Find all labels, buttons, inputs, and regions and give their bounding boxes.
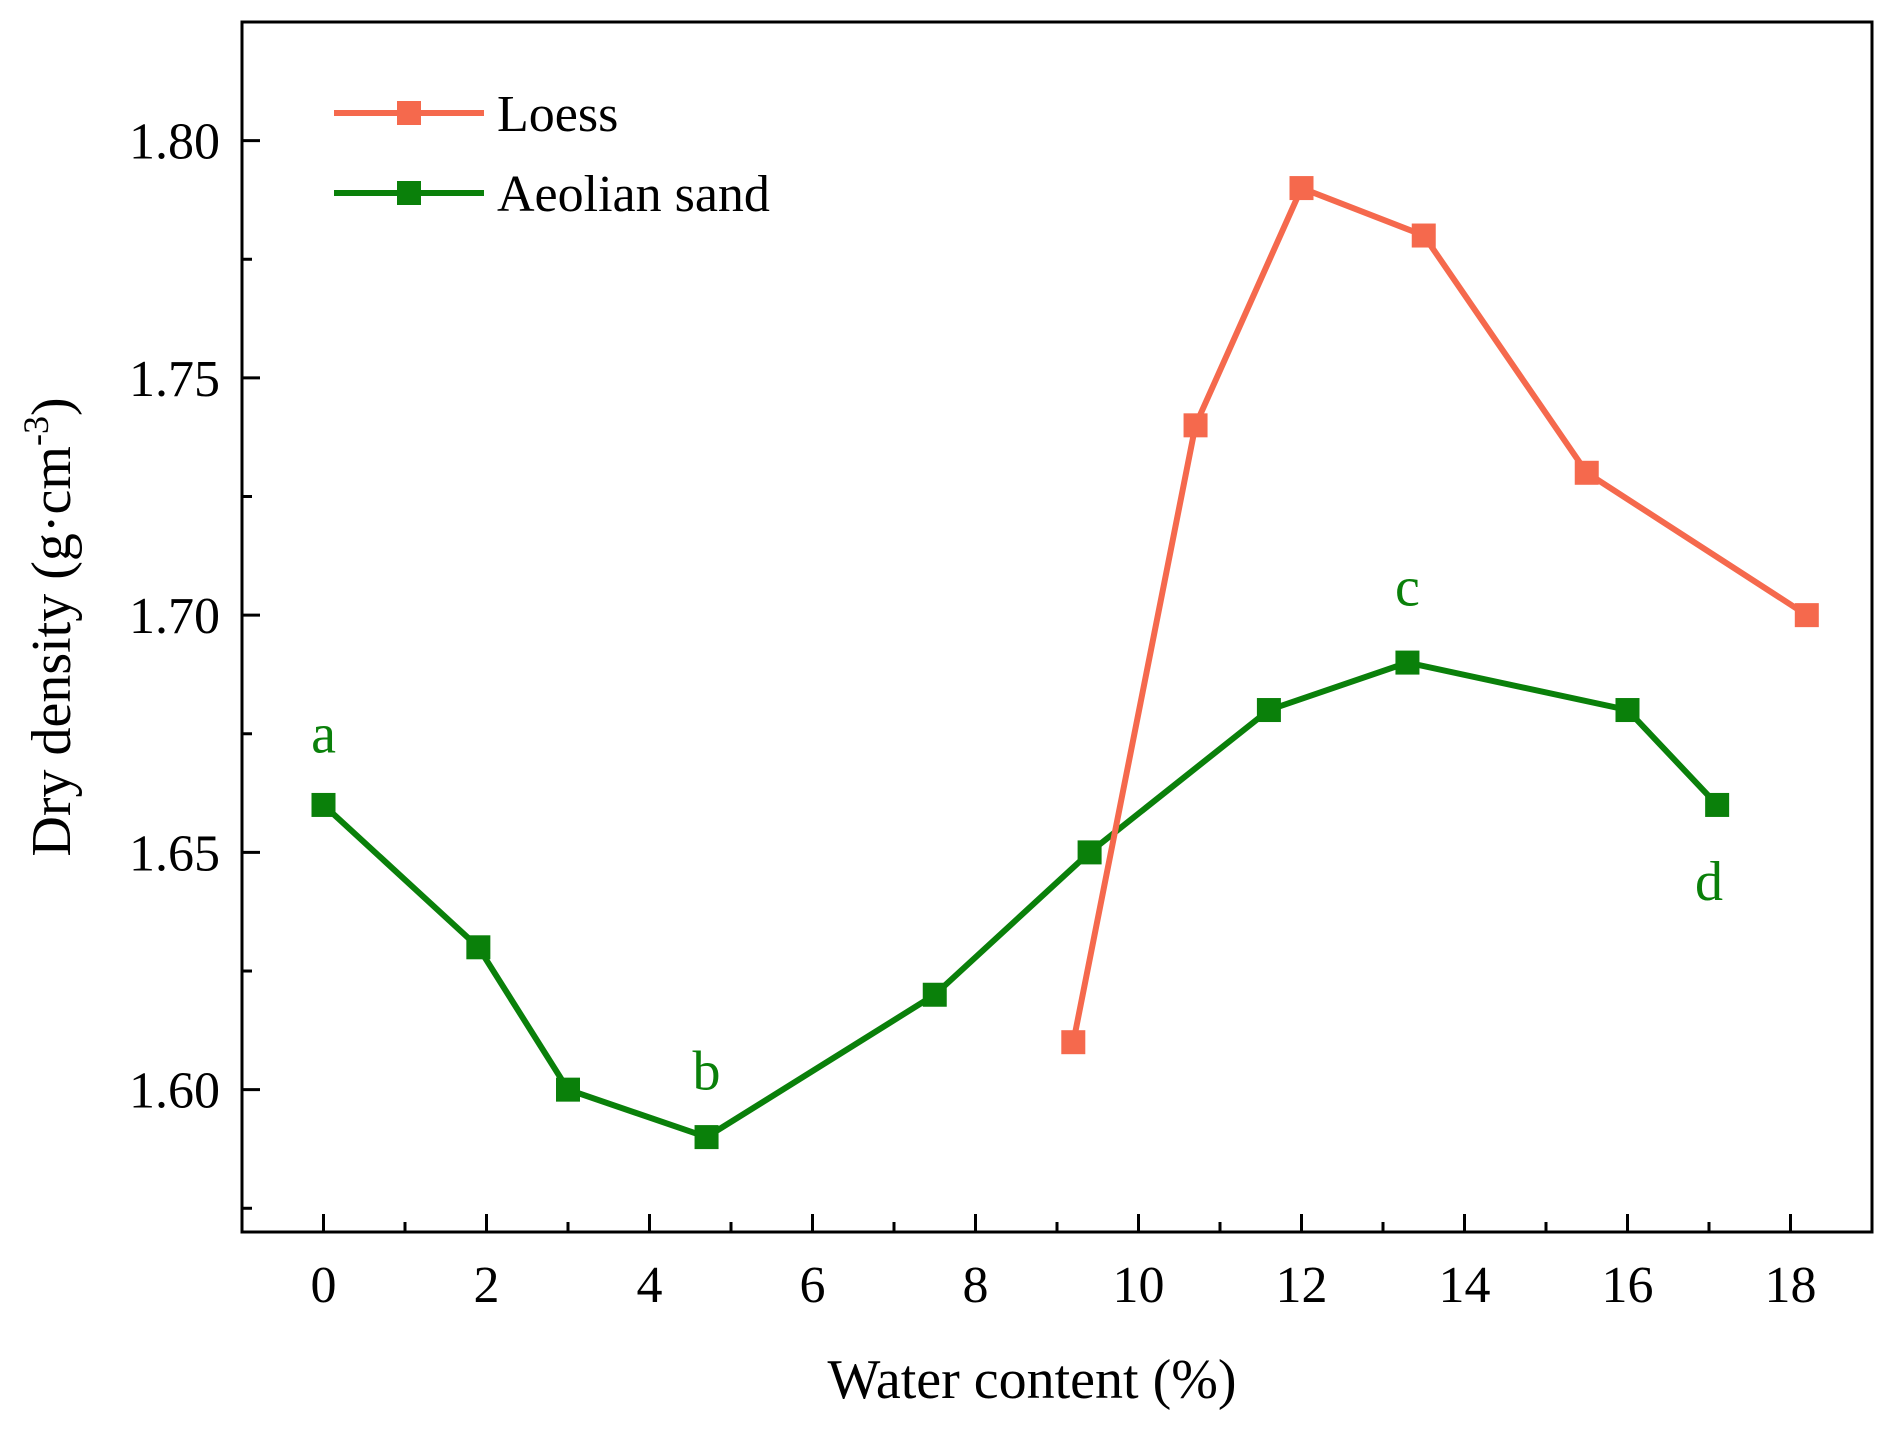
legend-label-aeolian-sand: Aeolian sand <box>497 166 770 223</box>
legend-label-loess: Loess <box>497 86 618 143</box>
data-point-loess <box>1061 1030 1086 1055</box>
series-line-aeolian-sand <box>321 659 1720 1141</box>
legend-marker-loess <box>397 101 421 125</box>
legend-item-aeolian-sand: Aeolian sand <box>334 166 770 223</box>
y-axis-title-superscript: -3 <box>16 416 56 446</box>
y-axis-title: Dry density (g·cm-3) <box>16 397 83 856</box>
x-tick-label-12: 12 <box>1276 1257 1328 1314</box>
data-point-aeolian-sand <box>1256 698 1281 723</box>
x-tick-label-16: 16 <box>1602 1257 1654 1314</box>
data-point-loess <box>1794 603 1819 628</box>
series-line-loess <box>1070 184 1809 1043</box>
x-tick-label-4: 4 <box>637 1257 663 1314</box>
x-tick-label-14: 14 <box>1439 1257 1491 1314</box>
x-tick-label-10: 10 <box>1113 1257 1165 1314</box>
y-axis: 1.60 1.65 1.70 1.75 1.80 <box>129 20 260 1210</box>
data-point-aeolian-sand <box>1615 698 1640 723</box>
annotation-layer: a b c d <box>311 557 1723 1103</box>
annotation-c: c <box>1395 557 1420 619</box>
y-tick-label-1-70: 1.70 <box>129 588 220 645</box>
data-point-loess <box>1289 176 1314 201</box>
series-aeolian-sand <box>311 650 1730 1150</box>
data-point-aeolian-sand <box>694 1125 719 1150</box>
x-tick-label-18: 18 <box>1765 1257 1817 1314</box>
data-point-aeolian-sand <box>1395 650 1420 675</box>
data-point-loess <box>1574 460 1599 485</box>
data-point-aeolian-sand <box>311 792 336 817</box>
series-loess <box>1061 176 1819 1055</box>
plot-border <box>240 20 1874 1234</box>
legend: Loess Aeolian sand <box>334 86 770 223</box>
y-tick-label-1-80: 1.80 <box>129 114 220 171</box>
annotation-a: a <box>311 704 336 766</box>
data-point-aeolian-sand <box>922 982 947 1007</box>
y-axis-title-close: ) <box>21 397 83 416</box>
annotation-d: d <box>1695 851 1723 913</box>
data-point-aeolian-sand <box>556 1077 580 1102</box>
x-tick-label-2: 2 <box>474 1257 500 1314</box>
y-tick-label-1-60: 1.60 <box>129 1063 220 1120</box>
annotation-b: b <box>693 1041 721 1103</box>
legend-item-loess: Loess <box>334 86 618 143</box>
y-axis-title-main: Dry density (g·cm <box>21 446 83 857</box>
legend-marker-aeolian-sand <box>397 181 421 205</box>
x-axis: 0 2 4 6 8 10 12 14 16 18 <box>311 1214 1817 1314</box>
x-axis-title: Water content (%) <box>827 1349 1236 1411</box>
x-tick-label-8: 8 <box>963 1257 989 1314</box>
data-point-loess <box>1183 413 1208 438</box>
y-tick-label-1-65: 1.65 <box>129 825 220 882</box>
data-point-aeolian-sand <box>1705 792 1730 817</box>
x-tick-label-6: 6 <box>800 1257 826 1314</box>
data-point-aeolian-sand <box>1077 840 1102 865</box>
data-point-loess <box>1411 223 1436 248</box>
series-layer <box>311 176 1819 1150</box>
x-tick-label-0: 0 <box>311 1257 337 1314</box>
data-point-aeolian-sand <box>466 935 491 960</box>
y-tick-label-1-75: 1.75 <box>129 351 220 408</box>
plot-area <box>240 20 1874 1234</box>
